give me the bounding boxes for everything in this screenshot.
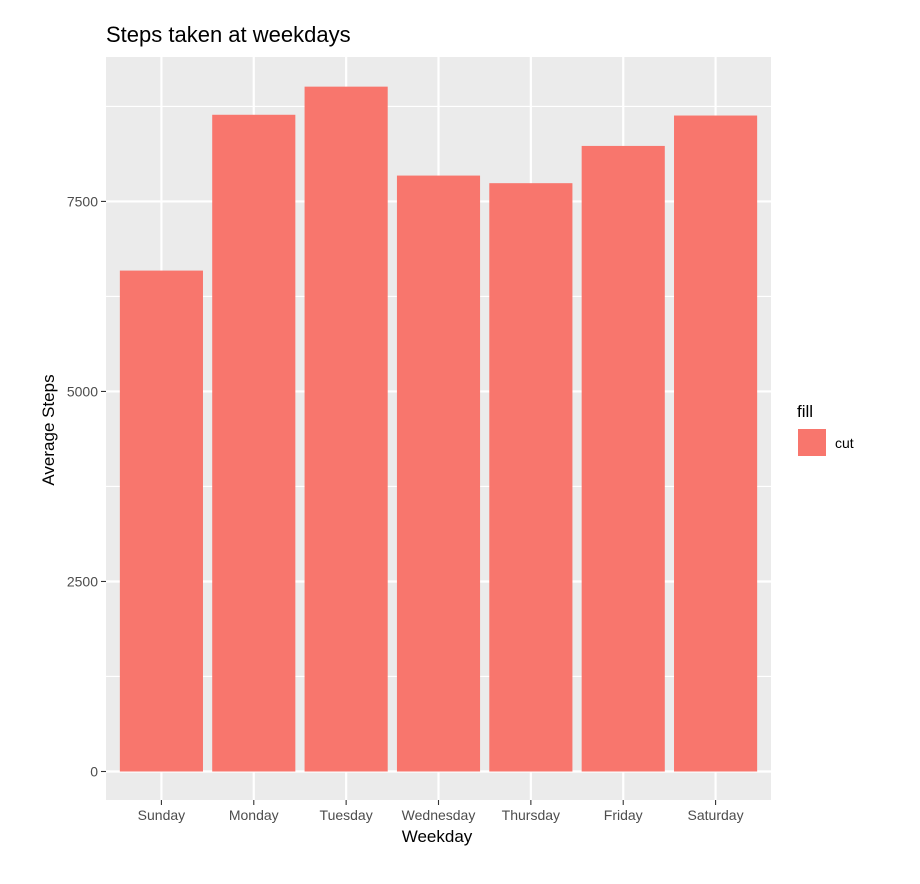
bars	[119, 86, 758, 772]
legend-key-cut	[798, 429, 826, 456]
x-tick-label-monday: Monday	[229, 807, 279, 823]
x-tick-label-thursday: Thursday	[502, 807, 560, 823]
y-axis: 0 2500 5000 7500	[67, 193, 106, 779]
y-tick-label: 2500	[67, 573, 98, 589]
bar-thursday	[489, 183, 573, 772]
y-tick-label: 5000	[67, 383, 98, 399]
bar-sunday	[119, 270, 203, 772]
x-tick-label-saturday: Saturday	[688, 807, 744, 823]
chart-title: Steps taken at weekdays	[106, 22, 351, 47]
x-tick-label-sunday: Sunday	[138, 807, 185, 823]
y-tick-label: 7500	[67, 193, 98, 209]
bar-monday	[212, 114, 296, 772]
y-axis-title: Average Steps	[39, 374, 58, 485]
x-axis-title: Weekday	[402, 827, 473, 846]
bar-wednesday	[396, 175, 481, 772]
x-tick-label-wednesday: Wednesday	[402, 807, 476, 823]
x-axis: Sunday Monday Tuesday Wednesday Thursday Frid…	[138, 800, 744, 823]
legend: fill cut	[797, 402, 854, 456]
bar-saturday	[674, 115, 758, 772]
bar-friday	[581, 145, 665, 772]
y-tick-label: 0	[90, 763, 98, 779]
x-tick-label-tuesday: Tuesday	[320, 807, 373, 823]
legend-label-cut: cut	[835, 435, 854, 451]
x-tick-label-friday: Friday	[604, 807, 643, 823]
legend-title: fill	[797, 402, 813, 421]
bar-tuesday	[304, 86, 388, 772]
